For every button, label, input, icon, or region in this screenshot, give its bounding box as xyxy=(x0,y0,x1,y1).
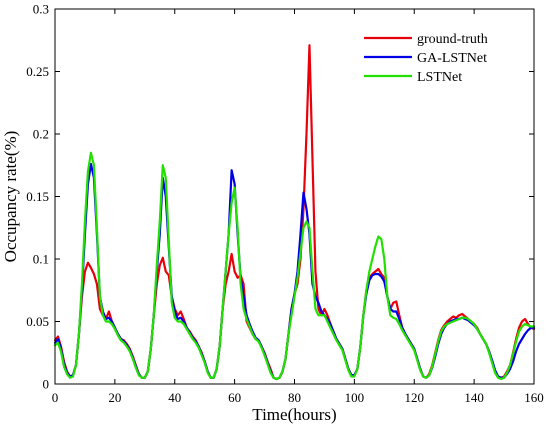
x-tick-label: 20 xyxy=(108,390,121,405)
x-tick-label: 0 xyxy=(52,390,59,405)
y-tick-label: 0.15 xyxy=(26,189,49,204)
y-axis-title: Occupancy rate(%) xyxy=(1,131,20,263)
x-tick-label: 100 xyxy=(345,390,365,405)
legend: ground-truth GA-LSTNet LSTNet xyxy=(364,32,488,85)
x-tick-label: 80 xyxy=(288,390,301,405)
y-tick-label: 0.05 xyxy=(26,314,49,329)
y-tick-label: 0.2 xyxy=(33,127,49,142)
y-tick-label: 0.1 xyxy=(33,252,49,267)
legend-label-lstnet: LSTNet xyxy=(417,70,462,85)
series-lines xyxy=(53,44,536,381)
x-axis-title: Time(hours) xyxy=(252,405,336,424)
legend-label-ga-lstnet: GA-LSTNet xyxy=(417,51,487,66)
series-line-lstnet xyxy=(53,151,536,381)
x-tick-label: 40 xyxy=(168,390,181,405)
x-tick-label: 140 xyxy=(464,390,484,405)
x-tick-label: 60 xyxy=(228,390,241,405)
y-tick-label: 0.3 xyxy=(33,2,49,17)
y-tick-label: 0 xyxy=(43,377,50,392)
x-tick-label: 120 xyxy=(405,390,425,405)
y-tick-label: 0.25 xyxy=(26,64,49,79)
ticks: 0 20 40 60 80 100 120 140 160 0 0.05 0.1 0.15 0.2 0.25… xyxy=(26,2,544,406)
x-tick-label: 160 xyxy=(524,390,544,405)
legend-label-ground-truth: ground-truth xyxy=(417,32,488,47)
